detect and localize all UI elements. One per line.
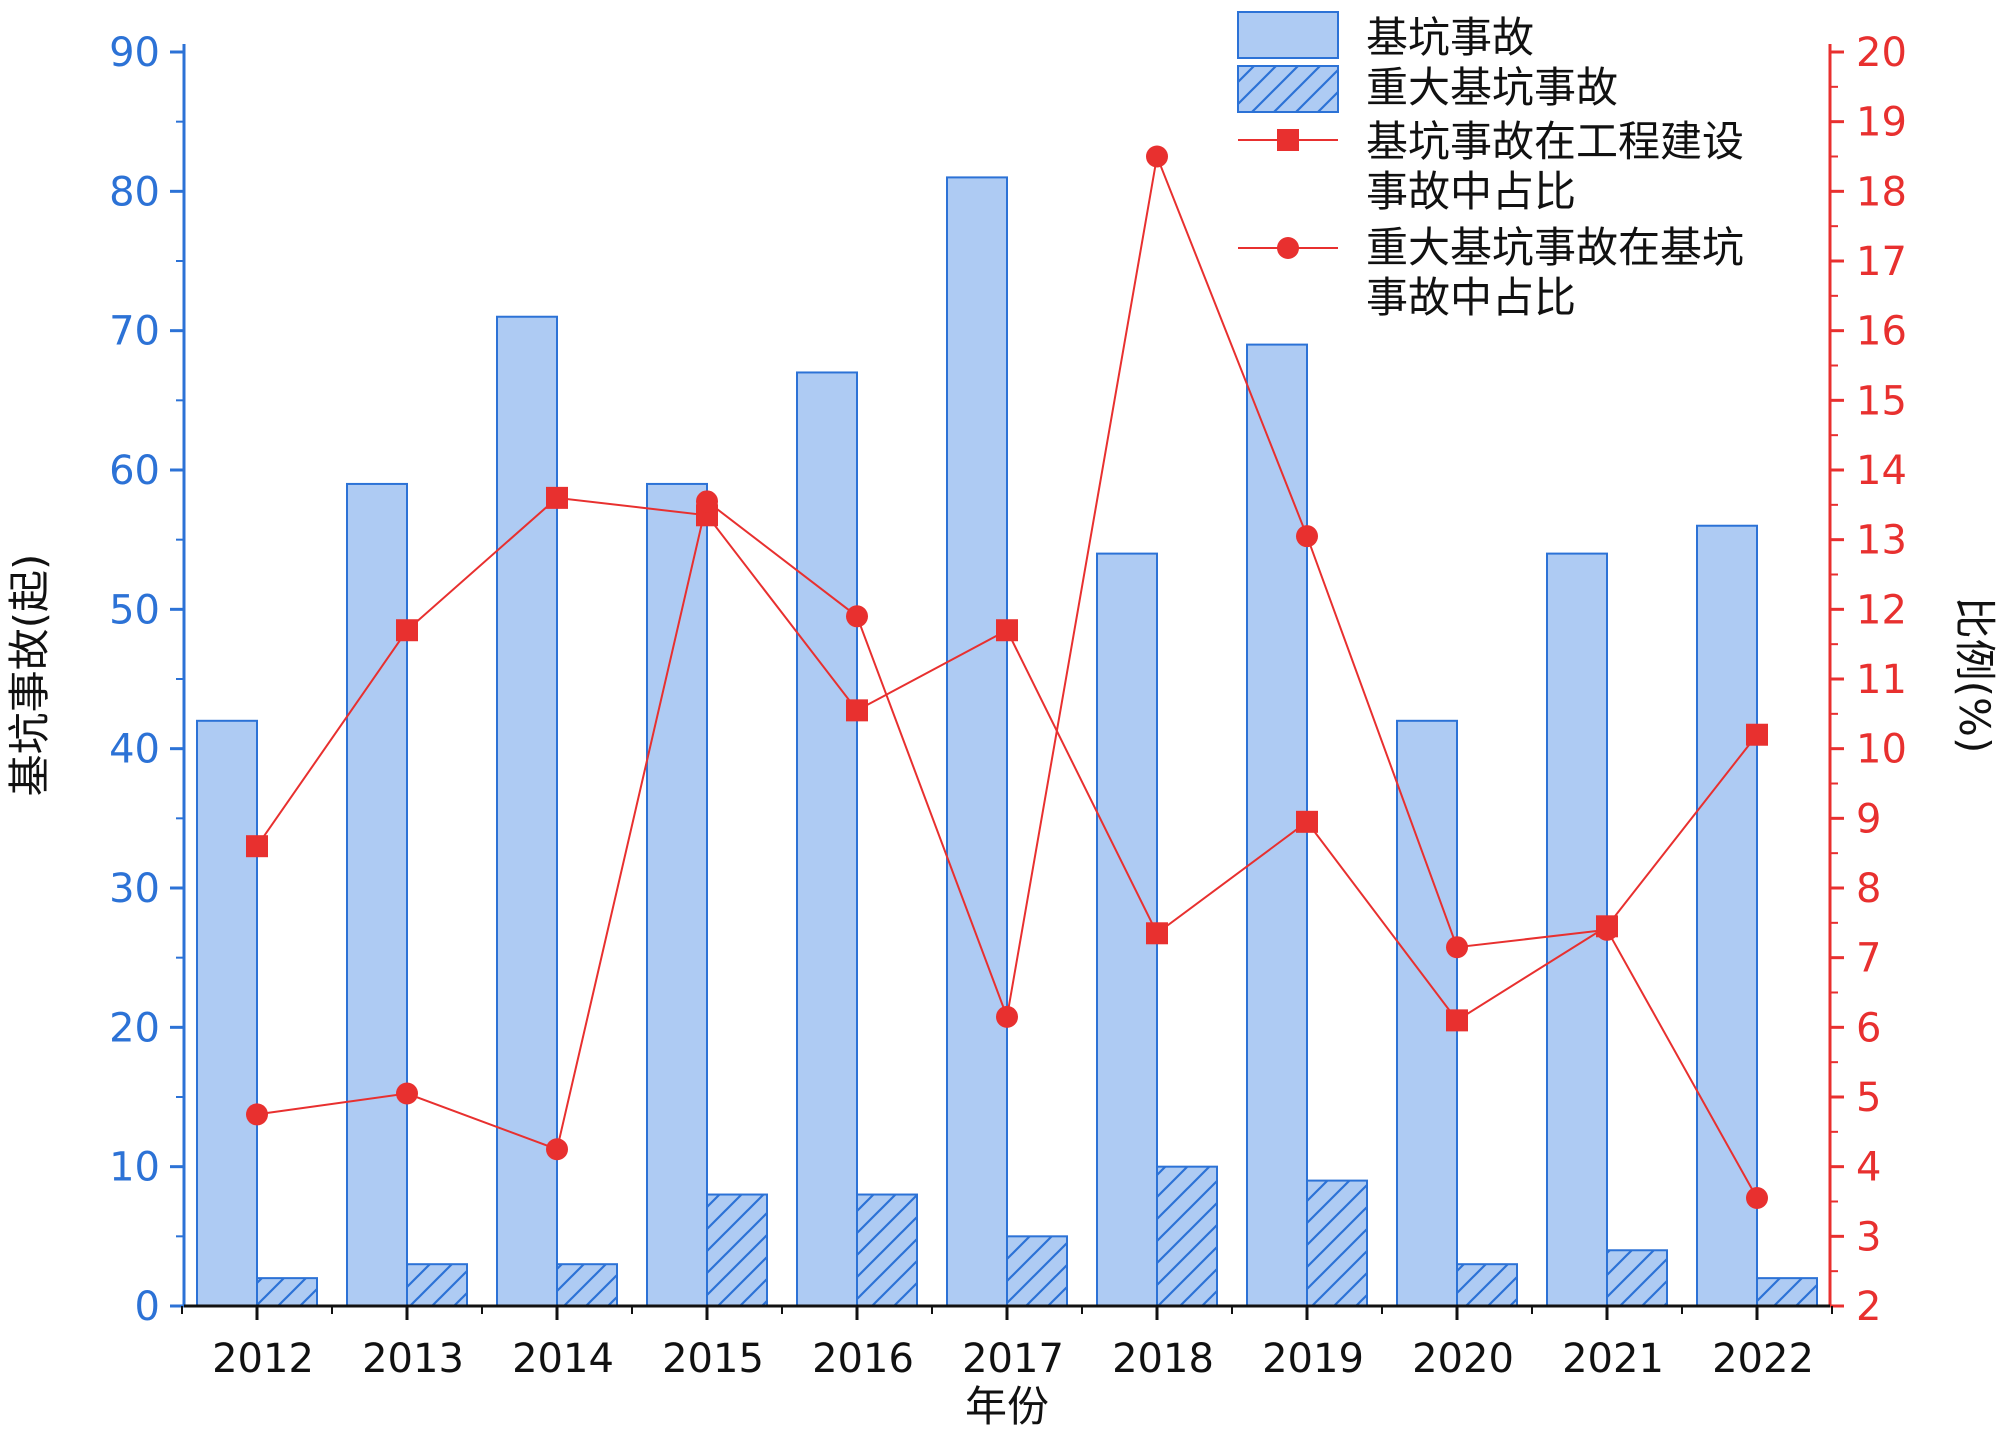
marker-square-point: [396, 619, 418, 642]
bar-accidents: [1696, 524, 1758, 1307]
bar-major-accidents: [706, 1193, 768, 1307]
bar-major-accidents: [256, 1277, 318, 1307]
bar-major-accidents: [1306, 1179, 1368, 1307]
x-tick-label: 2017: [962, 1336, 1064, 1382]
marker-circle-point: [1596, 918, 1618, 941]
y-tick-label-right: 5: [1856, 1075, 1881, 1121]
marker-circle-point: [1146, 145, 1168, 168]
marker-circle-point: [246, 1103, 268, 1126]
bar-accidents: [646, 482, 708, 1307]
y-tick-label-right: 4: [1856, 1145, 1881, 1191]
bar-major-accidents: [856, 1193, 918, 1307]
y-tick-label-left: 0: [135, 1284, 160, 1330]
marker-square-point: [1146, 922, 1168, 945]
marker-circle-point: [1446, 936, 1468, 959]
marker-square-point: [546, 486, 568, 509]
x-tick-label: 2019: [1262, 1336, 1364, 1382]
y-tick-label-left: 20: [109, 1005, 160, 1051]
marker-circle-point: [696, 490, 718, 513]
bar-accidents: [796, 371, 858, 1307]
x-tick-label: 2018: [1112, 1336, 1214, 1382]
x-tick-label: 2021: [1562, 1336, 1664, 1382]
y-tick-label-left: 90: [109, 30, 160, 76]
bar-major-accidents: [1756, 1277, 1818, 1307]
marker-square-point: [1446, 1009, 1468, 1032]
marker-square-point: [246, 835, 268, 858]
bar-major-accidents: [1156, 1165, 1218, 1307]
legend-label-major-ratio: 事故中占比: [1366, 273, 1576, 322]
legend-label-major-ratio: 重大基坑事故在基坑: [1366, 223, 1744, 272]
y-tick-label-left: 10: [109, 1145, 160, 1191]
axes-layer: 0 10 20 30 40 50 60 70 80 90 2 3 4 5 6 7 8 9 10 11 12 13 14 15 1…: [109, 30, 1907, 1382]
y-tick-label-right: 19: [1856, 100, 1907, 146]
bar-major-accidents: [1456, 1263, 1518, 1307]
y-axis-left-title: 基坑事故(起): [5, 554, 54, 797]
y-tick-label-left: 80: [109, 169, 160, 215]
y-tick-label-right: 10: [1856, 727, 1907, 773]
x-tick-label: 2013: [362, 1336, 464, 1382]
x-tick-label: 2016: [812, 1336, 914, 1382]
y-tick-label-right: 7: [1856, 936, 1881, 982]
marker-circle-point: [996, 1005, 1018, 1028]
legend-label-accident-ratio: 基坑事故在工程建设: [1366, 117, 1744, 166]
x-tick-label: 2022: [1712, 1336, 1814, 1382]
y-tick-label-right: 12: [1856, 587, 1907, 633]
x-tick-label: 2015: [662, 1336, 764, 1382]
y-tick-label-right: 3: [1856, 1214, 1881, 1260]
bar-major-accidents: [556, 1263, 618, 1307]
y-tick-label-right: 9: [1856, 796, 1881, 842]
y-axis-right-title: 比例(%): [1950, 597, 1999, 754]
y-tick-label-right: 20: [1856, 30, 1907, 76]
legend-label-accidents: 基坑事故: [1366, 13, 1534, 62]
y-tick-label-left: 60: [109, 448, 160, 494]
y-tick-label-right: 11: [1856, 657, 1907, 703]
bars-layer: [196, 176, 1818, 1308]
x-tick-label: 2014: [512, 1336, 614, 1382]
marker-circle-point: [846, 605, 868, 628]
bar-major-accidents: [1606, 1249, 1668, 1308]
legend-marker-square: [1277, 129, 1299, 151]
x-tick-label: 2020: [1412, 1336, 1514, 1382]
legend-swatch-major-accidents: [1237, 65, 1339, 113]
y-tick-label-left: 30: [109, 866, 160, 912]
x-tick-label: 2012: [212, 1336, 314, 1382]
marker-circle-point: [1296, 525, 1318, 548]
y-tick-label-left: 40: [109, 727, 160, 773]
marker-circle-point: [396, 1082, 418, 1105]
bar-accidents: [946, 176, 1008, 1307]
bar-major-accidents: [406, 1263, 468, 1307]
marker-circle-point: [1746, 1187, 1768, 1210]
y-tick-label-right: 15: [1856, 378, 1907, 424]
y-tick-label-right: 8: [1856, 866, 1881, 912]
y-tick-label-right: 2: [1856, 1284, 1881, 1330]
bar-accidents: [496, 315, 558, 1307]
legend-label-accident-ratio: 事故中占比: [1366, 167, 1576, 216]
marker-square-point: [1296, 810, 1318, 833]
legend-label-major-accidents: 重大基坑事故: [1366, 63, 1618, 112]
x-axis-title: 年份: [965, 1382, 1049, 1431]
marker-square-point: [846, 699, 868, 722]
marker-square-point: [1746, 723, 1768, 746]
y-tick-label-left: 70: [109, 309, 160, 355]
y-tick-label-right: 6: [1856, 1005, 1881, 1051]
bar-accidents: [346, 482, 408, 1307]
y-tick-label-right: 18: [1856, 169, 1907, 215]
lines-layer: [246, 145, 1768, 1210]
y-tick-label-right: 16: [1856, 309, 1907, 355]
legend-swatch-accidents: [1237, 11, 1339, 59]
legend-marker-circle: [1277, 237, 1299, 259]
bar-major-accidents: [1006, 1235, 1068, 1308]
y-tick-label-left: 50: [109, 587, 160, 633]
y-tick-label-right: 14: [1856, 448, 1907, 494]
y-tick-label-right: 17: [1856, 239, 1907, 285]
marker-square-point: [996, 619, 1018, 642]
marker-circle-point: [546, 1138, 568, 1161]
y-tick-label-right: 13: [1856, 518, 1907, 564]
bar-accidents: [196, 719, 258, 1307]
